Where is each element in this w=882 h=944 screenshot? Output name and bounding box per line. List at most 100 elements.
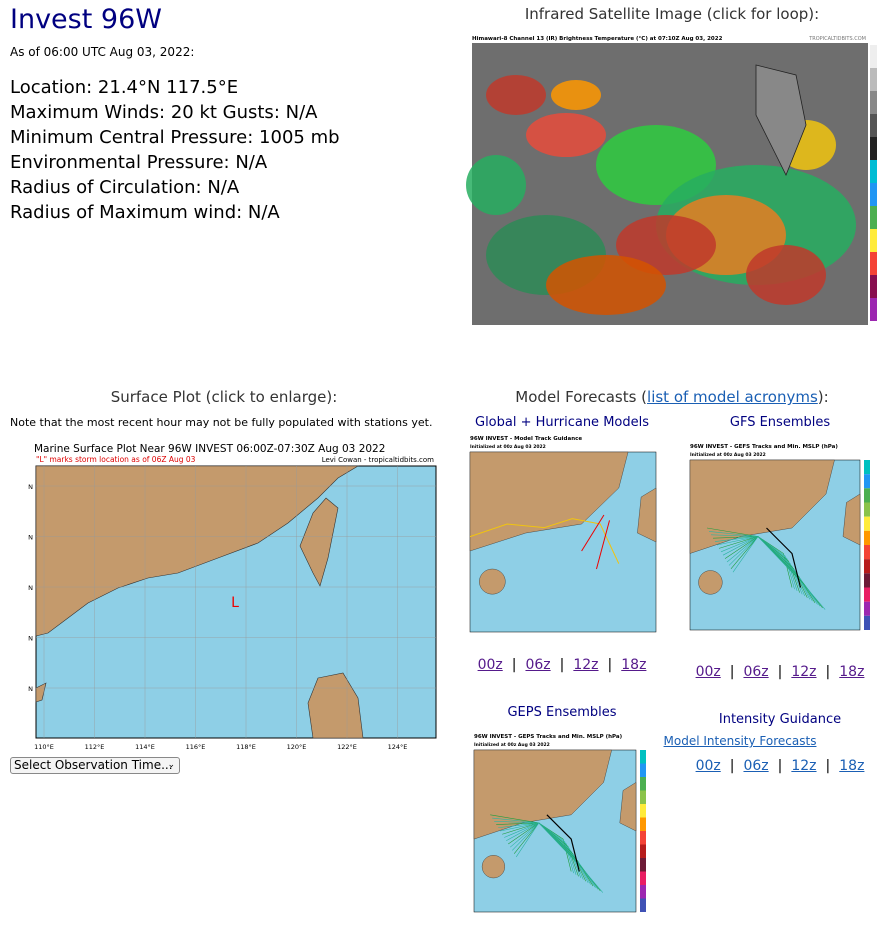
model-track xyxy=(469,518,620,564)
ensemble-track xyxy=(706,527,793,588)
lon-label: 116°E xyxy=(186,743,206,751)
lat-label: 24°N xyxy=(28,534,33,542)
storm-detail: Environmental Pressure: N/A xyxy=(10,152,268,173)
section-heading: Infrared Satellite Image (click for loop… xyxy=(524,5,820,23)
run-link[interactable]: 00z xyxy=(695,758,721,774)
observation-select[interactable]: Select Observation Time... ⌄ xyxy=(10,757,180,774)
ensemble-track xyxy=(714,536,803,595)
plot-credit: Levi Cowan - tropicaltidbits.com xyxy=(322,456,434,464)
colorbar-segment xyxy=(870,275,877,298)
island xyxy=(698,570,723,595)
image-title: Himawari-8 Channel 13 (IR) Brightness Te… xyxy=(472,36,723,42)
land xyxy=(35,465,360,637)
ensemble-track xyxy=(490,814,572,872)
as-of: As of 06:00 UTC Aug 03, 2022: xyxy=(10,45,195,59)
satellite-image[interactable]: Himawari-8 Channel 13 (IR) Brightness Te… xyxy=(456,35,880,331)
colorbar-segment xyxy=(640,790,646,804)
land xyxy=(689,459,835,554)
surface-plot[interactable]: Marine Surface Plot Near 96W INVEST 06:0… xyxy=(28,438,442,756)
image-subtitle: Initialized at 00z Aug 03 2022 xyxy=(470,444,546,450)
colorbar-segment xyxy=(864,488,870,503)
island xyxy=(619,782,637,832)
run-link[interactable]: 18z xyxy=(621,657,647,673)
plot-title: Marine Surface Plot Near 96W INVEST 06:0… xyxy=(34,443,385,455)
colorbar-segment xyxy=(870,252,877,275)
colorbar-segment xyxy=(864,601,870,616)
island xyxy=(842,493,861,546)
run-link[interactable]: 12z xyxy=(791,664,817,680)
cloud xyxy=(466,155,526,215)
run-link[interactable]: 00z xyxy=(477,657,503,673)
separator: | xyxy=(777,758,783,774)
panel-title: Global + Hurricane Models xyxy=(474,415,650,430)
lon-label: 112°E xyxy=(85,743,105,751)
run-link[interactable]: 12z xyxy=(791,758,817,774)
separator: | xyxy=(825,758,831,774)
image-title: 96W INVEST - Model Track Guidance xyxy=(470,436,582,442)
colorbar-segment xyxy=(864,615,870,630)
coastline xyxy=(755,64,807,176)
colorbar-segment xyxy=(864,545,870,560)
run-links: 00z | 06z | 12z | 18z xyxy=(696,664,865,680)
run-link[interactable]: 00z xyxy=(695,664,721,680)
separator: | xyxy=(825,664,831,680)
panel-title: GEPS Ensembles xyxy=(507,705,617,720)
colorbar-segment xyxy=(864,559,870,574)
colorbar-segment xyxy=(864,474,870,489)
run-link[interactable]: 06z xyxy=(525,657,551,673)
lon-label: 120°E xyxy=(287,743,307,751)
cloud xyxy=(616,215,716,275)
ensemble-track xyxy=(515,822,604,893)
ensemble-track xyxy=(722,536,813,602)
run-link[interactable]: 12z xyxy=(573,657,599,673)
acronyms-link[interactable]: list of model acronyms xyxy=(647,388,818,406)
lon-label: 110°E xyxy=(34,743,54,751)
island xyxy=(479,568,506,595)
colorbar-segment xyxy=(640,898,646,912)
ensemble-track xyxy=(710,534,798,591)
model-track-image[interactable]: 96W INVEST - GEFS Tracks and Min. MSLP (… xyxy=(682,440,880,640)
storm-detail: Location: 21.4°N 117.5°E xyxy=(10,77,239,98)
colorbar-segment xyxy=(864,460,870,475)
colorbar-segment xyxy=(864,502,870,517)
colorbar-segment xyxy=(870,114,877,137)
ensemble-track xyxy=(708,531,795,590)
cloud xyxy=(546,255,666,315)
colorbar-segment xyxy=(870,206,877,229)
lat-label: 18°N xyxy=(28,685,33,693)
hainan xyxy=(35,682,47,703)
model-track-image[interactable]: 96W INVEST - GEPS Tracks and Min. MSLP (… xyxy=(466,730,656,922)
colorbar-segment xyxy=(864,587,870,602)
intensity-link[interactable]: Model Intensity Forecasts xyxy=(663,734,817,748)
cloud xyxy=(746,245,826,305)
colorbar-segment xyxy=(870,229,877,252)
run-link[interactable]: 06z xyxy=(743,664,769,680)
ensemble-track xyxy=(502,822,587,882)
separator: | xyxy=(511,657,517,673)
run-link[interactable]: 18z xyxy=(839,758,865,774)
land xyxy=(469,451,629,552)
page-title: Invest 96W xyxy=(10,4,162,35)
ensemble-track xyxy=(712,536,800,593)
ensemble-track xyxy=(504,822,589,883)
ensemble-track xyxy=(718,536,808,598)
model-track-image[interactable]: 96W INVEST - Model Track Guidance Initial… xyxy=(462,432,662,642)
heading-text: ): xyxy=(817,388,829,406)
ensemble-track xyxy=(732,536,826,610)
model-track xyxy=(595,520,610,570)
run-link[interactable]: 06z xyxy=(743,758,769,774)
run-link[interactable]: 18z xyxy=(839,664,865,680)
island xyxy=(637,487,657,543)
colorbar-segment xyxy=(640,858,646,872)
lon-label: 122°E xyxy=(337,743,357,751)
lon-label: 124°E xyxy=(388,743,408,751)
lat-label: 26°N xyxy=(28,483,33,491)
storm-marker: L xyxy=(231,595,239,611)
storm-detail: Radius of Maximum wind: N/A xyxy=(10,202,280,223)
colorbar-segment xyxy=(870,137,877,160)
lat-label: 22°N xyxy=(28,584,33,592)
panel-title: Intensity Guidance xyxy=(718,712,842,727)
model-track xyxy=(581,514,605,552)
colorbar-segment xyxy=(640,750,646,764)
separator: | xyxy=(777,664,783,680)
